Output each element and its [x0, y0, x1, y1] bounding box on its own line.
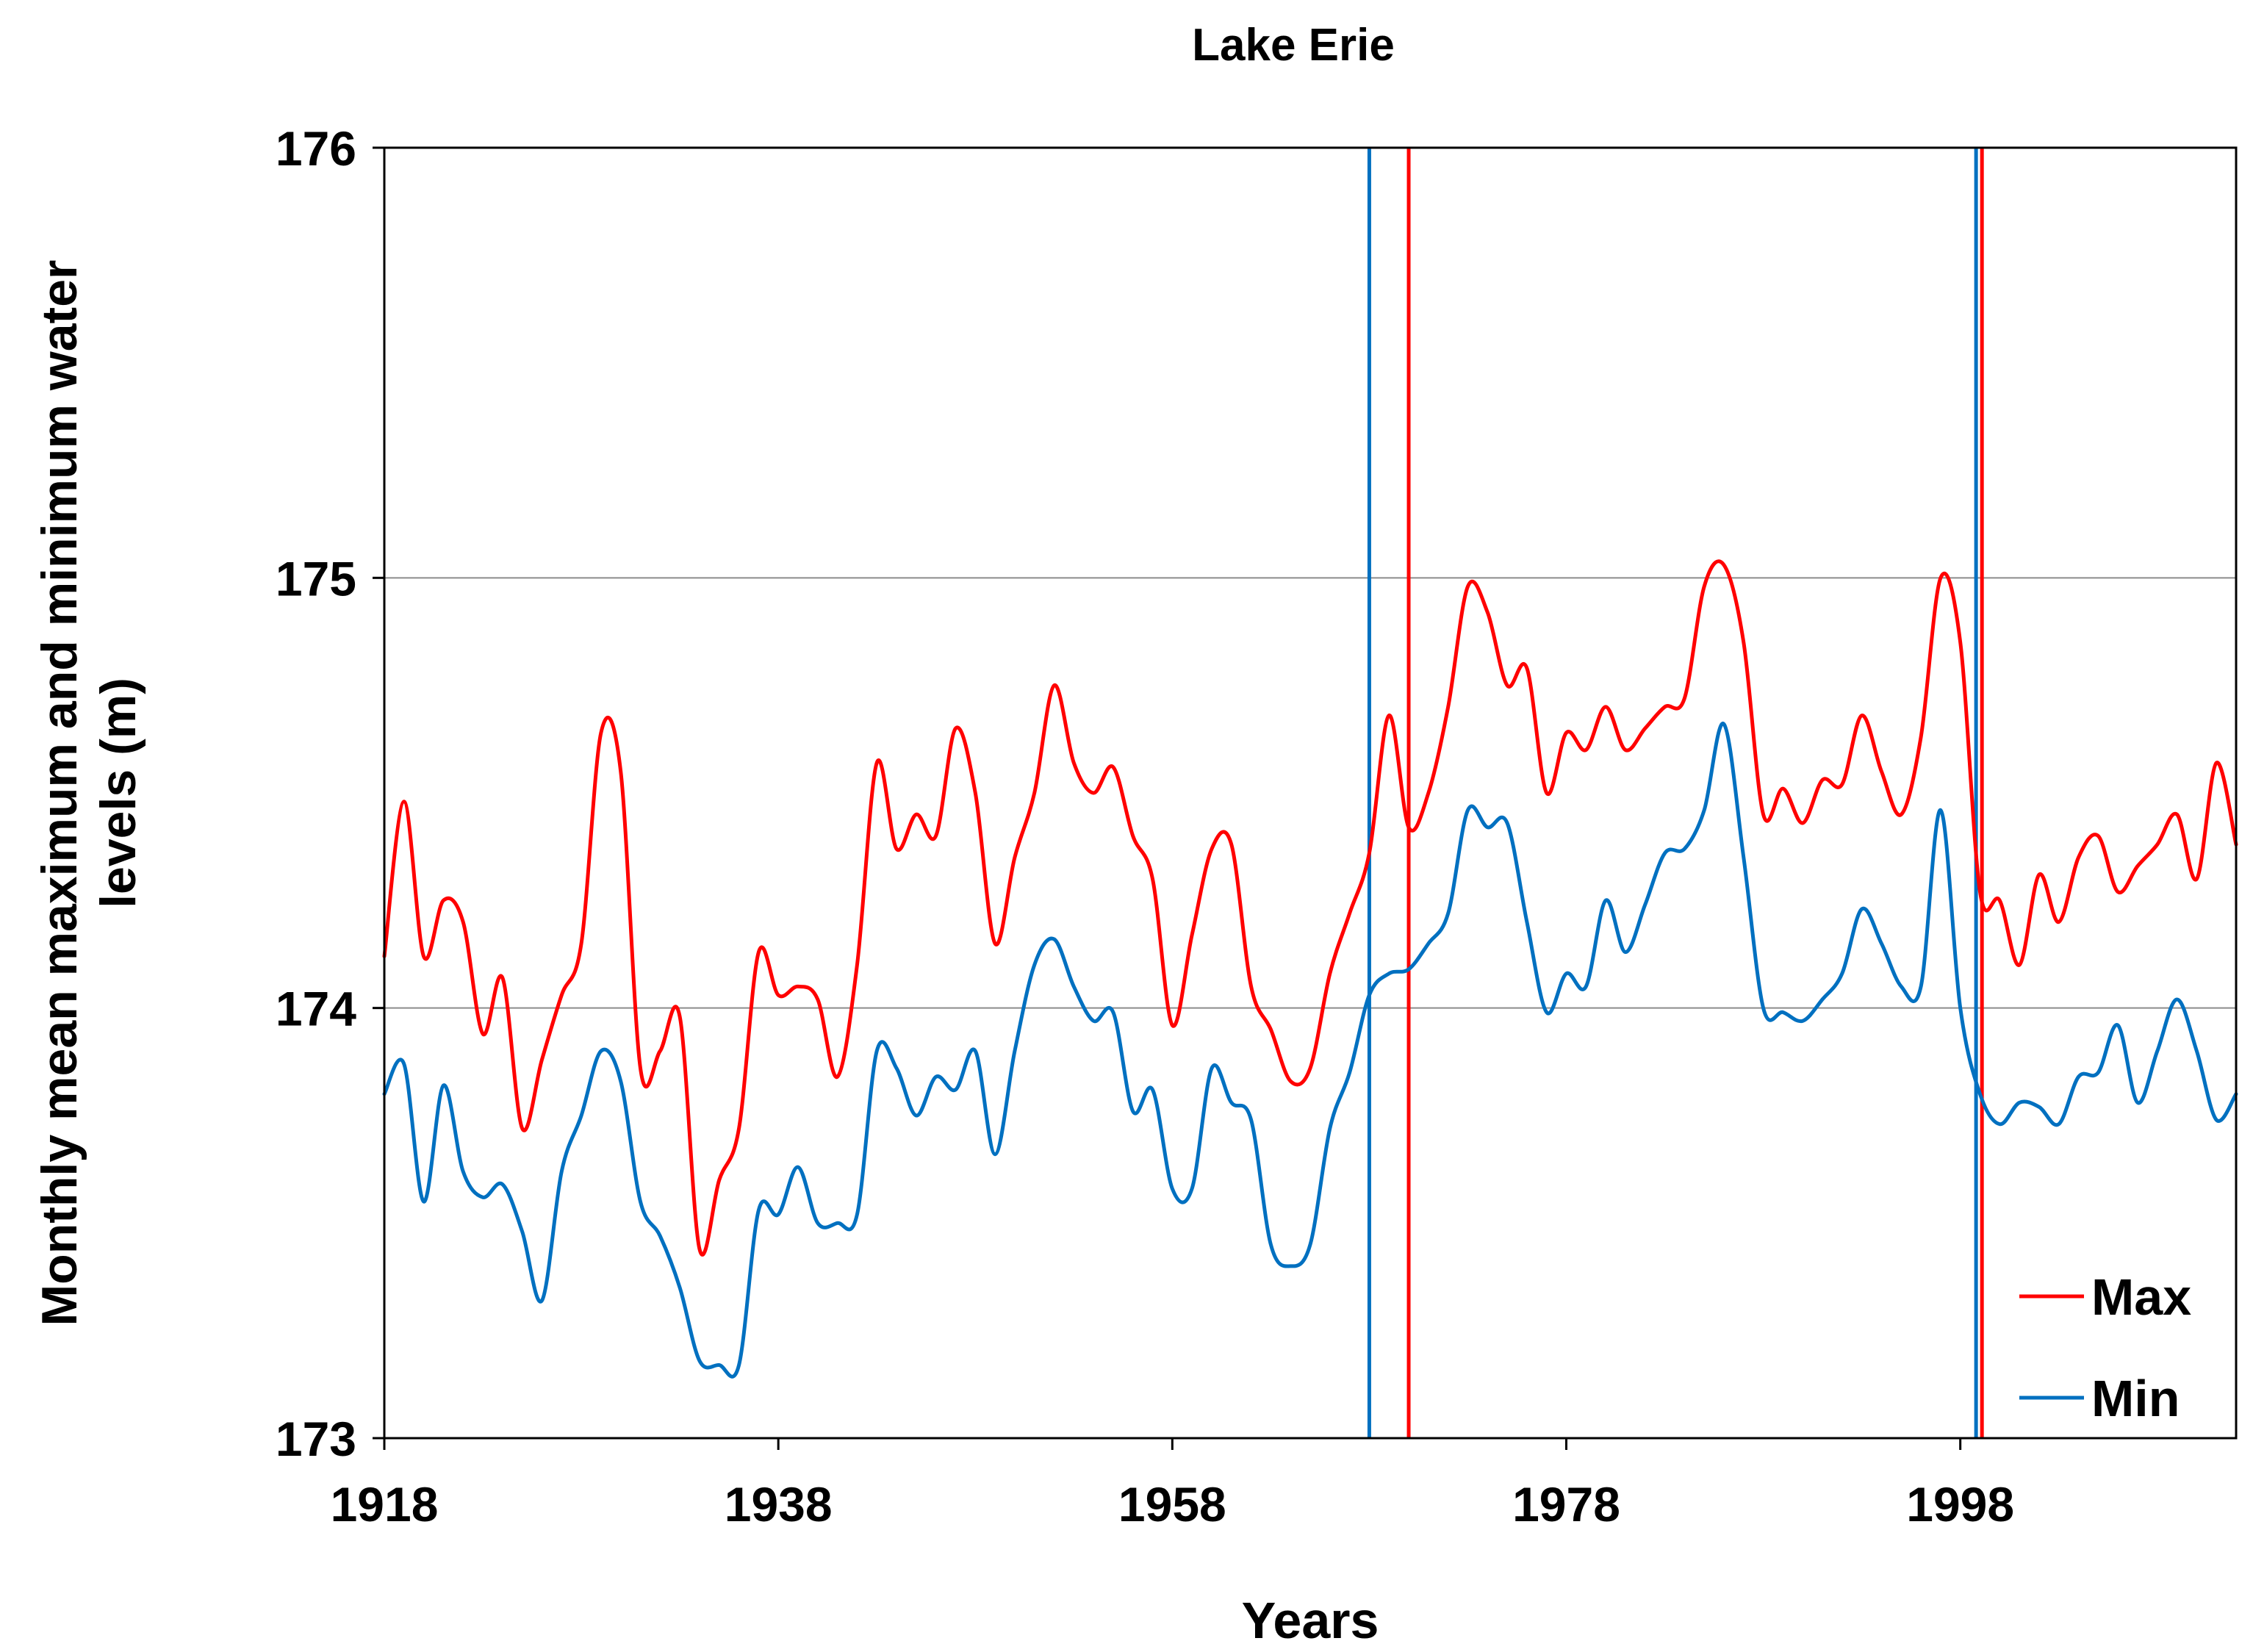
- chart-title: Lake Erie: [1192, 20, 1395, 71]
- x-tick-label-1998: 1998: [1906, 1477, 2014, 1531]
- y-tick-label-173: 173: [276, 1412, 356, 1466]
- x-tick-label-1918: 1918: [331, 1477, 439, 1531]
- series-line-min: [382, 722, 2238, 1379]
- series-lines: [382, 559, 2238, 1379]
- gridlines: [384, 577, 2236, 1009]
- y-axis-label-line-2: levels (m): [90, 678, 146, 908]
- y-tick-label-174: 174: [276, 982, 356, 1036]
- y-tick-label-176: 176: [276, 121, 356, 176]
- y-axis-label-line-1: Monthly mean maximum and minimum water: [32, 260, 87, 1326]
- y-tick-label-175: 175: [276, 551, 356, 606]
- legend: Max Min: [2019, 1268, 2191, 1427]
- x-axis-ticks: 1918 1938 1958 1978 1998: [331, 1438, 2014, 1531]
- x-tick-label-1938: 1938: [725, 1477, 833, 1531]
- x-axis-label: Years: [1242, 1592, 1379, 1649]
- plot-area-border: [383, 146, 2238, 1440]
- x-tick-label-1958: 1958: [1118, 1477, 1226, 1531]
- x-tick-label-1978: 1978: [1512, 1477, 1620, 1531]
- legend-label-min: Min: [2091, 1370, 2180, 1427]
- series-line-max: [382, 559, 2238, 1257]
- vertical-markers: [1367, 148, 1984, 1438]
- legend-label-max: Max: [2091, 1268, 2191, 1326]
- y-axis-ticks: 173 174 175 176: [276, 121, 384, 1466]
